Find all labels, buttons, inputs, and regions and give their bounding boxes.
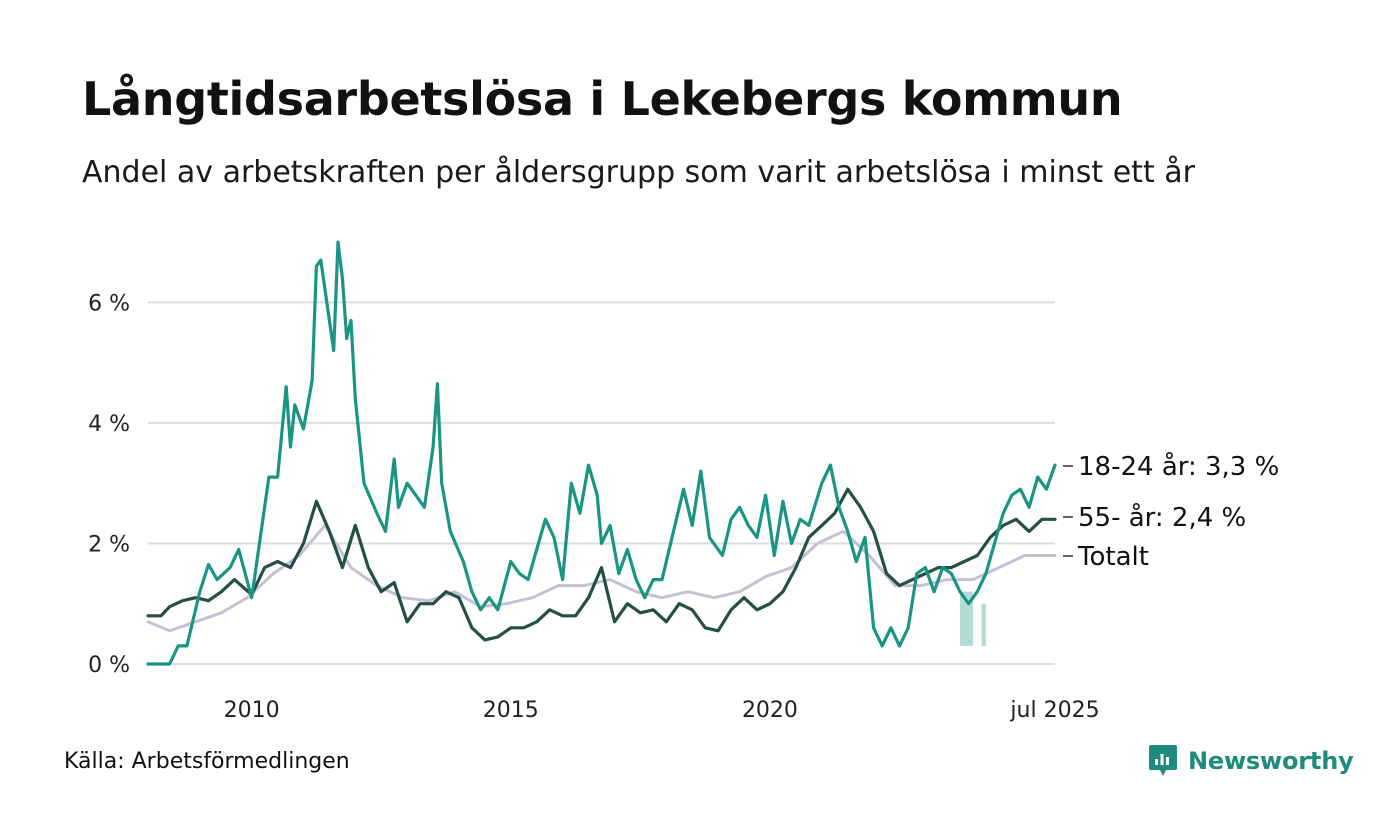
x-axis: 2010 2015 2020 jul 2025 [224, 698, 1100, 723]
grid-lines [148, 301, 1055, 665]
x-tick-label: 2020 [742, 698, 798, 723]
brand-name: Newsworthy [1188, 747, 1354, 775]
series-line-55-plus [146, 487, 1057, 642]
chart-title: Långtidsarbetslösa i Lekebergs kommun [82, 72, 1123, 126]
shaded-bands [959, 591, 986, 646]
source-note: Källa: Arbetsförmedlingen [64, 749, 350, 774]
y-axis: 0 % 2 % 4 % 6 % [88, 291, 130, 678]
y-tick-label: 2 % [88, 532, 130, 557]
bar-chart-logo-icon [1149, 745, 1177, 776]
end-label-18-24: 18-24 år: 3,3 % [1078, 451, 1279, 482]
y-tick-label: 0 % [88, 653, 130, 678]
chart-subtitle: Andel av arbetskraften per åldersgrupp s… [82, 155, 1195, 190]
uncertainty-band [981, 603, 986, 646]
end-label-total: Totalt [1077, 542, 1149, 572]
series-lines [146, 240, 1057, 666]
x-tick-label: jul 2025 [1009, 698, 1099, 723]
series-line-18-24 [146, 240, 1057, 666]
x-tick-label: 2015 [483, 698, 539, 723]
x-tick-label: 2010 [224, 698, 280, 723]
end-label-55-plus: 55- år: 2,4 % [1078, 502, 1246, 533]
y-tick-label: 4 % [88, 412, 130, 437]
end-labels: 18-24 år: 3,3 % 55- år: 2,4 % Totalt [1063, 451, 1279, 572]
uncertainty-band [959, 591, 973, 646]
brand-logo[interactable]: Newsworthy [1148, 744, 1354, 778]
y-tick-label: 6 % [88, 291, 130, 316]
